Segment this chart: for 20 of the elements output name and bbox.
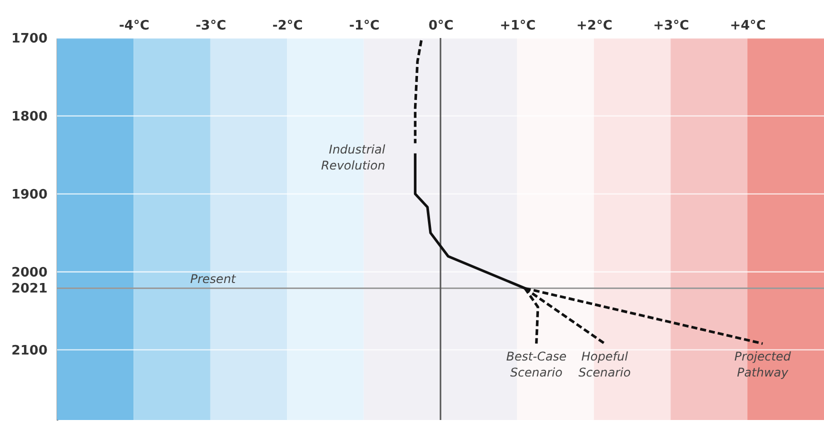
- y-tick-label: 2000: [11, 265, 48, 280]
- ref-line-label: Present: [190, 272, 238, 286]
- x-tick-label: +4°C: [730, 18, 766, 34]
- x-tick-label: -4°C: [118, 18, 150, 34]
- annotation: Hopeful Scenario: [578, 350, 631, 380]
- y-tick-label: 2021: [11, 282, 48, 297]
- x-tick-label: 0°C: [428, 18, 454, 34]
- y-tick-label: 1700: [11, 32, 48, 46]
- x-tick-label: +1°C: [500, 18, 536, 34]
- x-tick-label: +3°C: [653, 18, 690, 34]
- x-tick-label: -3°C: [196, 18, 226, 34]
- annotation: Industrial Revolution: [321, 142, 386, 172]
- annotation: Projected Pathway: [734, 350, 792, 380]
- y-tick-label: 1900: [11, 187, 48, 202]
- y-tick-label: 2100: [11, 343, 48, 358]
- annotation: Best-Case Scenario: [506, 350, 567, 380]
- y-tick-label: 1800: [11, 109, 48, 124]
- x-tick-label: -2°C: [272, 18, 303, 34]
- x-tick-label: +2°C: [576, 18, 612, 34]
- x-tick-label: -1°C: [349, 18, 380, 34]
